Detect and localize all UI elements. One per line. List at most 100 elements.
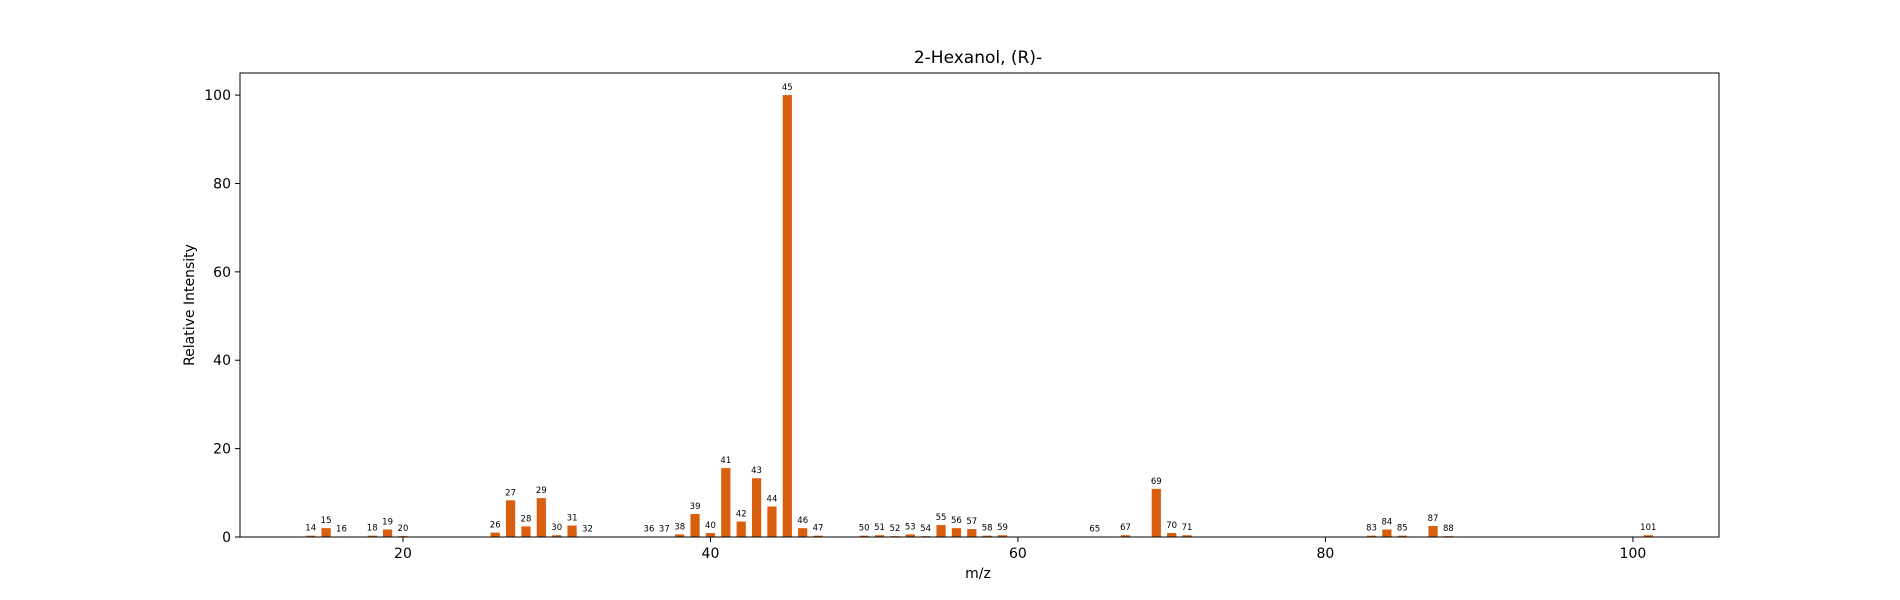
y-tick-label: 40 — [213, 353, 231, 369]
bar-label-mz-84: 84 — [1382, 517, 1393, 527]
y-tick-label: 0 — [222, 530, 231, 546]
bar-mz-29 — [536, 498, 546, 537]
bar-label-mz-46: 46 — [797, 516, 808, 526]
bar-label-mz-27: 27 — [505, 488, 516, 498]
bar-label-mz-14: 14 — [305, 524, 316, 534]
bar-label-mz-19: 19 — [382, 517, 393, 527]
bar-mz-70 — [1167, 533, 1177, 537]
bar-mz-28 — [521, 526, 531, 537]
bar-label-mz-83: 83 — [1366, 524, 1377, 534]
y-tick-label: 100 — [204, 88, 231, 104]
bar-label-mz-44: 44 — [767, 495, 778, 505]
y-tick-label: 60 — [213, 265, 231, 281]
bar-mz-51 — [874, 535, 885, 537]
bar-label-mz-32: 32 — [582, 525, 593, 535]
bar-label-mz-36: 36 — [644, 525, 655, 535]
bar-mz-55 — [936, 525, 946, 537]
bar-label-mz-37: 37 — [659, 525, 670, 535]
bar-label-mz-20: 20 — [398, 524, 409, 534]
bar-mz-58 — [982, 535, 992, 537]
y-axis-title: Relative Intensity — [182, 244, 198, 366]
bar-label-mz-43: 43 — [751, 466, 762, 476]
bar-mz-47 — [813, 535, 823, 537]
bar-label-mz-47: 47 — [813, 524, 824, 534]
bar-mz-45 — [782, 95, 792, 537]
bar-mz-19 — [382, 529, 393, 537]
bar-label-mz-28: 28 — [521, 514, 532, 524]
bar-mz-14 — [306, 535, 316, 537]
bar-mz-46 — [798, 528, 808, 537]
bar-label-mz-87: 87 — [1428, 514, 1439, 524]
bar-mz-15 — [321, 528, 331, 537]
bar-label-mz-69: 69 — [1151, 477, 1162, 487]
bar-label-mz-54: 54 — [920, 524, 931, 534]
bar-mz-50 — [859, 535, 869, 537]
x-tick-label: 80 — [1317, 546, 1335, 562]
bar-mz-41 — [721, 468, 731, 537]
bar-label-mz-42: 42 — [736, 510, 747, 520]
bar-mz-38 — [675, 534, 685, 537]
bar-label-mz-52: 52 — [890, 524, 901, 534]
y-tick-label: 20 — [213, 442, 231, 458]
x-tick-label: 60 — [1009, 546, 1027, 562]
bar-label-mz-58: 58 — [982, 524, 993, 534]
bar-label-mz-53: 53 — [905, 522, 916, 532]
x-tick-label: 20 — [394, 546, 412, 562]
bar-label-mz-31: 31 — [567, 514, 578, 524]
bar-mz-83 — [1366, 535, 1377, 537]
bar-mz-57 — [967, 529, 977, 537]
bar-mz-69 — [1151, 488, 1161, 537]
bar-mz-31 — [567, 525, 577, 537]
y-axis-ticks: 0 20 40 60 80 100 — [204, 88, 240, 546]
bar-label-mz-70: 70 — [1166, 521, 1177, 531]
bar-label-mz-38: 38 — [674, 522, 685, 532]
bar-mz-40 — [705, 533, 716, 537]
x-axis-ticks: 20 40 60 80 100 — [394, 537, 1646, 562]
x-tick-label: 40 — [702, 546, 720, 562]
bar-labels-group: 14 15 16 18 19 20 26 27 28 29 30 31 32 36 37 38 39 40 41 42… — [305, 83, 1656, 534]
bar-label-mz-65: 65 — [1089, 525, 1100, 535]
bar-mz-59 — [997, 535, 1008, 537]
bar-label-mz-51: 51 — [874, 523, 885, 533]
bar-mz-27 — [505, 500, 516, 537]
bar-mz-18 — [367, 535, 377, 537]
plot-frame — [239, 72, 1720, 538]
bar-label-mz-67: 67 — [1120, 523, 1131, 533]
bar-mz-67 — [1120, 535, 1131, 537]
bar-label-mz-16: 16 — [336, 525, 347, 535]
bar-mz-44 — [767, 506, 777, 537]
bar-label-mz-30: 30 — [551, 523, 562, 533]
bar-label-mz-88: 88 — [1443, 524, 1454, 534]
bar-mz-42 — [736, 521, 746, 537]
bar-label-mz-45: 45 — [782, 83, 793, 93]
bar-label-mz-41: 41 — [720, 456, 731, 466]
bar-mz-84 — [1382, 529, 1392, 537]
bar-label-mz-55: 55 — [936, 513, 947, 523]
bar-mz-43 — [751, 478, 762, 537]
x-tick-label: 100 — [1620, 546, 1647, 562]
bar-label-mz-71: 71 — [1182, 523, 1193, 533]
bar-label-mz-59: 59 — [997, 523, 1008, 533]
chart-title: 2-Hexanol, (R)- — [914, 48, 1042, 68]
bar-label-mz-101: 101 — [1640, 523, 1656, 533]
bars-group — [306, 95, 1653, 537]
bar-mz-26 — [490, 532, 500, 537]
bar-label-mz-56: 56 — [951, 516, 962, 526]
bar-label-mz-26: 26 — [490, 521, 501, 531]
bar-mz-30 — [552, 535, 562, 537]
bar-label-mz-50: 50 — [859, 524, 870, 534]
bar-mz-85 — [1397, 535, 1407, 537]
bar-label-mz-85: 85 — [1397, 524, 1408, 534]
bar-mz-71 — [1182, 535, 1192, 537]
bar-mz-53 — [905, 534, 915, 537]
bar-mz-56 — [951, 528, 962, 537]
bar-mz-39 — [690, 514, 700, 537]
y-tick-label: 80 — [213, 176, 231, 192]
bar-label-mz-15: 15 — [321, 516, 332, 526]
bar-mz-101 — [1643, 535, 1653, 537]
bar-label-mz-29: 29 — [536, 486, 547, 496]
bar-label-mz-39: 39 — [690, 502, 701, 512]
bar-label-mz-18: 18 — [367, 524, 378, 534]
bar-label-mz-40: 40 — [705, 521, 716, 531]
